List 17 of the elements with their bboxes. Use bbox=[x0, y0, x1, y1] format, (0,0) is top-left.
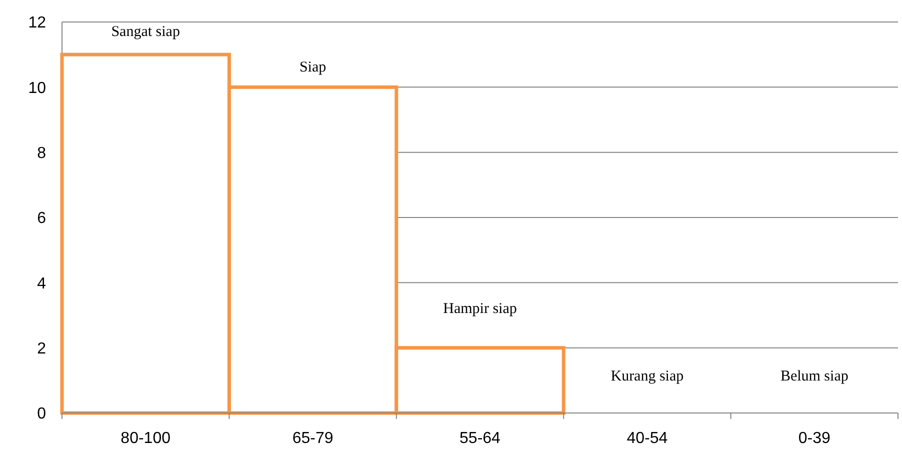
x-tick-label: 0-39 bbox=[798, 430, 831, 447]
y-tick-label: 2 bbox=[37, 340, 46, 358]
annotation: Hampir siap bbox=[443, 301, 517, 318]
y-tick-label: 12 bbox=[28, 14, 46, 32]
y-tick-label: 0 bbox=[37, 406, 46, 423]
y-tick-label: 8 bbox=[37, 144, 46, 162]
annotation: Sangat siap bbox=[111, 24, 180, 40]
annotation: Siap bbox=[299, 59, 326, 76]
x-tick-label: 80-100 bbox=[120, 430, 171, 447]
x-tick-label: 65-79 bbox=[292, 430, 334, 447]
annotation: Belum siap bbox=[780, 368, 848, 384]
x-tick-label: 40-54 bbox=[626, 430, 668, 447]
y-tick-label: 4 bbox=[37, 275, 46, 292]
x-tick-label: 55-64 bbox=[460, 430, 501, 447]
annotation: Kurang siap bbox=[610, 368, 684, 384]
y-tick-label: 6 bbox=[37, 210, 46, 228]
y-tick-label: 10 bbox=[28, 80, 46, 97]
